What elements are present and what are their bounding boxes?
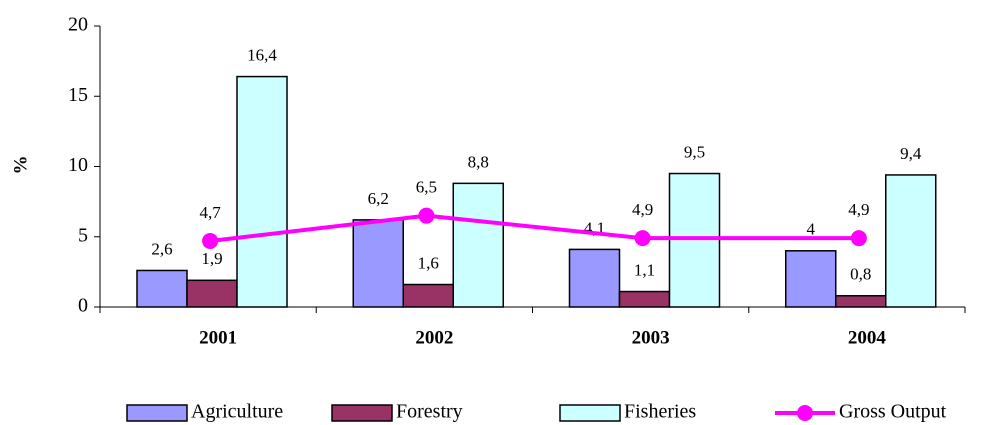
data-label: 8,8: [468, 152, 489, 171]
data-label: 1,6: [418, 253, 439, 272]
x-tick-label: 2003: [632, 327, 670, 348]
y-tick-label: 0: [78, 295, 88, 317]
legend-label: Agriculture: [191, 401, 283, 423]
legend-label: Fisheries: [624, 401, 696, 423]
data-label: 4,9: [848, 200, 869, 219]
line-point: [418, 207, 435, 224]
x-tick-label: 2001: [199, 327, 237, 348]
y-tick-label: 5: [78, 224, 88, 246]
bar: [352, 219, 404, 308]
bar: [402, 283, 454, 308]
bar: [785, 250, 837, 308]
data-label: 4,9: [632, 200, 653, 219]
bar: [668, 172, 721, 308]
bar: [136, 269, 188, 308]
data-label: 6,5: [416, 178, 437, 197]
bar: [186, 279, 238, 308]
line-point: [202, 232, 219, 249]
y-tick-label: 10: [68, 154, 88, 176]
data-label: 1,9: [201, 249, 222, 268]
data-label: 0,8: [850, 265, 871, 284]
line-point: [634, 230, 651, 247]
data-label: 16,4: [247, 45, 277, 64]
data-label: 6,2: [368, 189, 389, 208]
y-tick-label: 20: [68, 14, 88, 36]
bar: [236, 75, 288, 308]
legend-swatch: [559, 404, 621, 422]
data-label: 4: [807, 220, 816, 239]
bar: [835, 295, 887, 308]
bar: [452, 182, 504, 308]
bar: [568, 248, 621, 308]
bar: [618, 290, 671, 308]
y-tick-label: 15: [68, 84, 88, 106]
legend-marker: [797, 405, 813, 421]
legend-label: Forestry: [396, 401, 463, 423]
data-label: 9,4: [900, 144, 922, 163]
legend-swatch: [126, 404, 188, 422]
legend-label: Gross Output: [839, 401, 947, 423]
bar: [885, 174, 937, 308]
x-tick-label: 2004: [848, 327, 887, 348]
legend-swatch: [331, 404, 393, 422]
data-label: 9,5: [684, 142, 705, 161]
data-label: 4,7: [200, 203, 222, 222]
data-label: 1,1: [634, 260, 655, 279]
data-label: 2,6: [151, 239, 172, 258]
y-axis-label: %: [10, 156, 31, 175]
line: [209, 213, 859, 243]
line-point: [850, 230, 867, 247]
x-tick-label: 2002: [415, 327, 453, 348]
